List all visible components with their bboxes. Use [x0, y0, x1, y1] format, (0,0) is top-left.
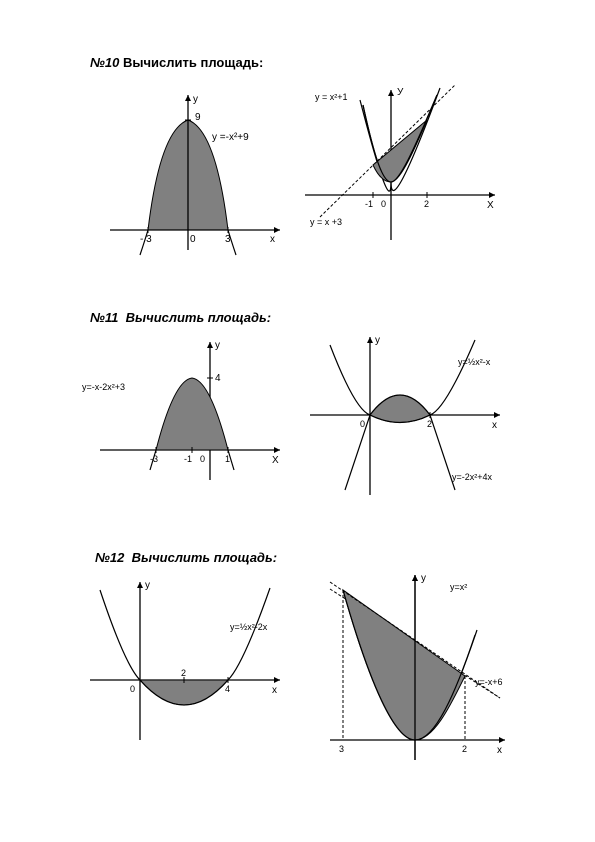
y-axis-label: У — [397, 87, 404, 98]
y-axis-label: у — [193, 94, 198, 105]
x-axis-label: х — [497, 745, 502, 756]
heading-12: №12 Вычислить площадь: — [95, 550, 277, 565]
x-tick-0: 0 — [130, 684, 135, 694]
chart-10b: У Х у = х²+1 у = х +3 -1 0 2 — [295, 80, 505, 250]
curve2-label: у=-х+6 — [475, 677, 503, 687]
x-tick-0: 0 — [200, 454, 205, 464]
heading-11-text: Вычислить площадь: — [126, 310, 271, 325]
curve-label: у=-х-2х²+3 — [82, 382, 125, 392]
x-tick-neg3: 3 — [339, 744, 344, 754]
x-axis-label: Х — [487, 200, 494, 211]
heading-10: №10 Вычислить площадь: — [90, 55, 263, 70]
x-tick-0: 0 — [360, 419, 365, 429]
x-tick-3: 3 — [225, 234, 231, 245]
x-tick-2: 2 — [462, 744, 467, 754]
heading-11: №11 Вычислить площадь: — [90, 310, 271, 325]
x-tick-2: 2 — [181, 668, 186, 678]
x-tick-2: 2 — [424, 199, 429, 209]
y-tick-4: 4 — [215, 373, 221, 384]
curve2-label: у=-2х²+4х — [452, 472, 493, 482]
x-tick-neg3: -3 — [150, 454, 158, 464]
x-axis-label: х — [492, 420, 497, 431]
x-tick-4: 4 — [225, 684, 230, 694]
x-tick-neg1: -1 — [365, 199, 373, 209]
y-axis-label: у — [421, 573, 426, 584]
chart-11a: у Х у=-х-2х²+3 4 -3 -1 0 1 — [80, 330, 290, 490]
y-axis-label: у — [215, 340, 220, 351]
curve1-label: у=х² — [450, 582, 467, 592]
heading-11-num: №11 — [90, 310, 118, 325]
y-axis-label: у — [145, 580, 150, 591]
x-tick-neg3: - 3 — [140, 234, 152, 245]
x-tick-2: 2 — [427, 419, 432, 429]
y-tick-9: 9 — [195, 112, 201, 123]
x-tick-neg1: -1 — [184, 454, 192, 464]
heading-12-text: Вычислить площадь: — [132, 550, 277, 565]
x-axis-label: х — [272, 685, 277, 696]
curve-label: у =-х²+9 — [212, 132, 249, 143]
x-axis-label: Х — [272, 455, 279, 466]
chart-12b: у х у=х² у=-х+6 3 2 — [315, 565, 515, 765]
y-axis-label: у — [375, 335, 380, 346]
x-tick-0: 0 — [381, 199, 386, 209]
chart-10a: у х 9 - 3 0 3 у =-х²+9 — [90, 80, 290, 260]
chart-12a: у х y=½х²-2х 0 2 4 — [80, 570, 290, 750]
heading-10-text: Вычислить площадь: — [123, 55, 263, 70]
curve2-label: у = х +3 — [310, 217, 342, 227]
curve1-label: у=½х²-х — [458, 357, 491, 367]
chart-11b: у х у=½х²-х у=-2х²+4х 0 2 — [300, 325, 510, 505]
x-axis-label: х — [270, 234, 275, 245]
x-tick-0: 0 — [190, 234, 196, 245]
heading-12-num: №12 — [95, 550, 124, 565]
curve-label: y=½х²-2х — [230, 622, 268, 632]
curve1-label: у = х²+1 — [315, 92, 348, 102]
heading-10-num: №10 — [90, 55, 119, 70]
x-tick-1: 1 — [225, 454, 230, 464]
